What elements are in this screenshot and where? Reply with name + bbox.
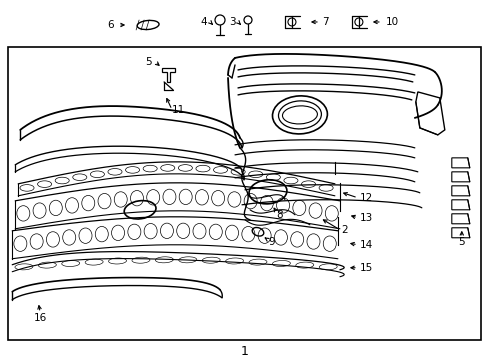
Text: 8: 8	[276, 210, 283, 220]
Text: 9: 9	[268, 237, 275, 247]
Text: 7: 7	[321, 17, 327, 27]
Text: 10: 10	[386, 17, 399, 27]
Text: 5: 5	[144, 57, 151, 67]
Text: 11: 11	[171, 105, 184, 115]
Text: 5: 5	[458, 237, 464, 247]
Text: 4: 4	[200, 17, 207, 27]
Text: 14: 14	[359, 240, 372, 250]
Text: 12: 12	[359, 193, 372, 203]
Text: 6: 6	[106, 20, 113, 30]
Text: 1: 1	[241, 345, 248, 358]
Text: 3: 3	[228, 17, 235, 27]
Text: 13: 13	[359, 213, 372, 223]
Text: 16: 16	[34, 313, 47, 323]
Text: 15: 15	[359, 263, 372, 273]
Text: 2: 2	[341, 225, 347, 235]
